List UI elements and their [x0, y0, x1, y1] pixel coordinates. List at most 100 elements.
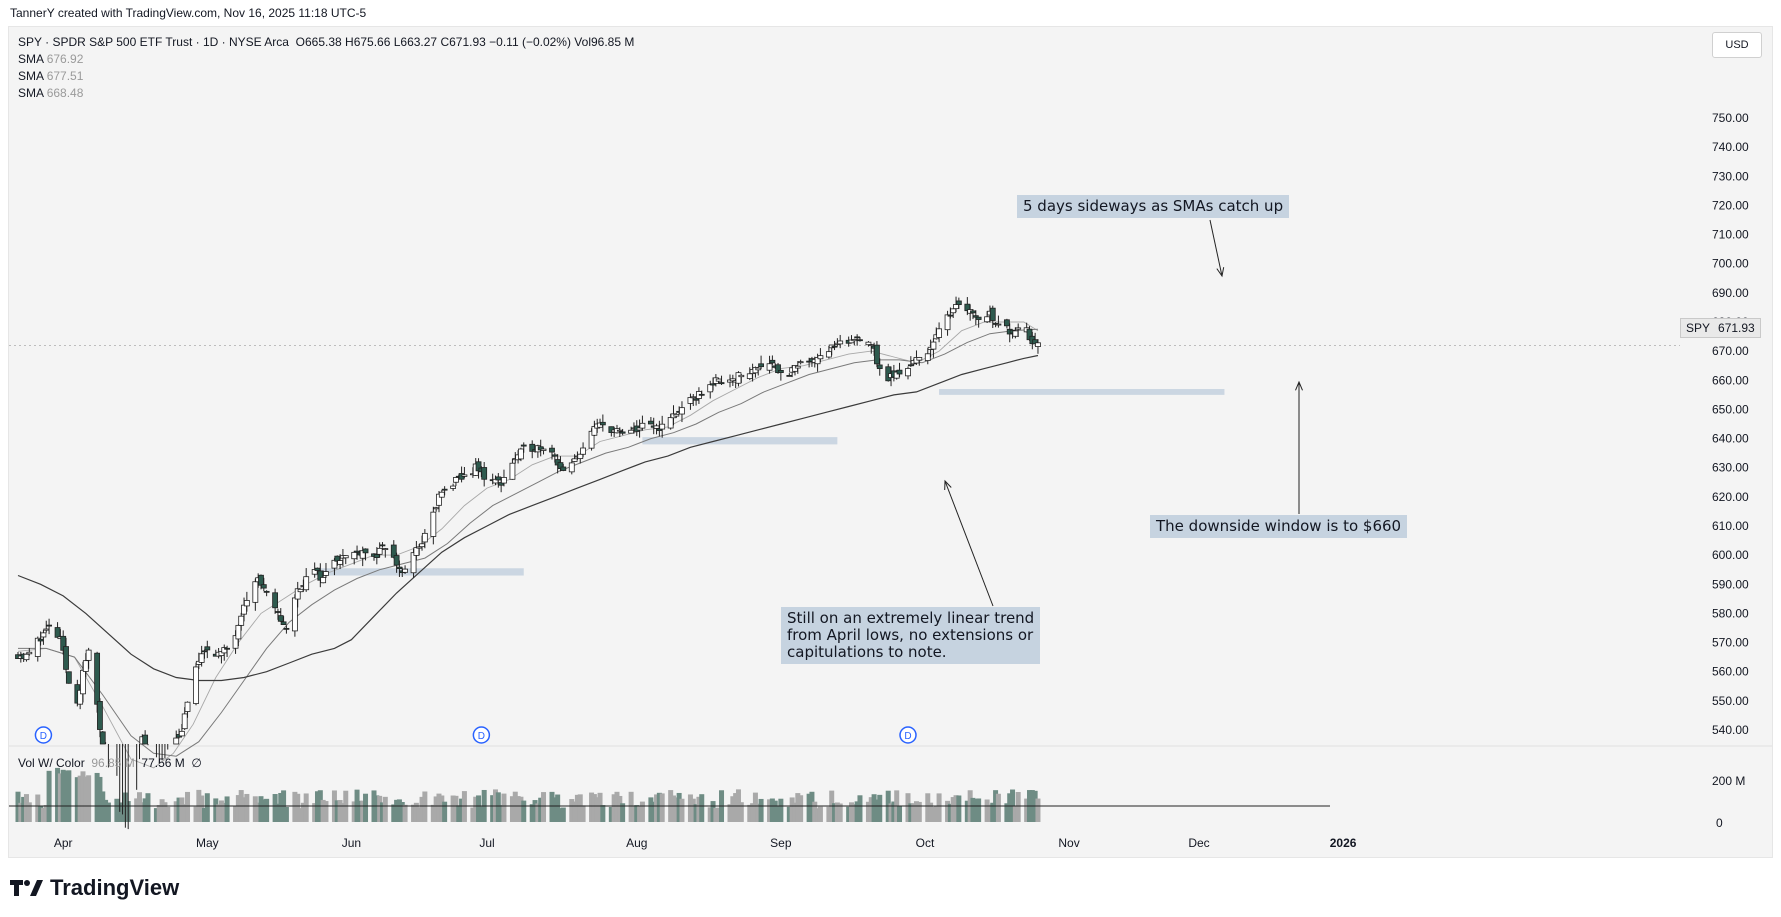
volume-bar: [413, 802, 419, 822]
volume-bar: [213, 798, 219, 822]
volume-bar: [699, 794, 705, 822]
support-zones: [314, 389, 1225, 576]
volume-bar: [767, 799, 773, 822]
candle-body: [354, 550, 360, 553]
volume-bar: [233, 806, 239, 822]
price-tick-label: 640.00: [1712, 432, 1749, 446]
candle-body: [23, 653, 30, 661]
volume-bar: [535, 803, 541, 822]
arrow-sideways: [1209, 219, 1223, 277]
sma-value: 676.92: [46, 52, 84, 66]
volume-bar: [63, 770, 69, 822]
volume-bar: [529, 804, 535, 822]
volume-bar: [549, 791, 555, 822]
volume-bar: [292, 791, 298, 822]
candle-body: [907, 364, 914, 367]
candle-body: [639, 422, 646, 429]
volume-bar: [911, 803, 917, 822]
volume-bar: [244, 793, 250, 822]
sma-legend-1[interactable]: SMA 676.92: [18, 51, 634, 68]
volume-bar: [973, 798, 979, 822]
volume-bar: [679, 798, 685, 822]
volume-bar: [394, 799, 400, 822]
price-tag-value: 671.93: [1718, 321, 1755, 335]
volume-bar: [611, 794, 617, 822]
time-tick-label: 2026: [1330, 836, 1357, 850]
grid-layer: [9, 345, 1772, 747]
candle-body: [54, 627, 61, 638]
candle-body: [509, 462, 516, 480]
tradingview-logo[interactable]: TradingView: [10, 875, 179, 901]
volume-bar: [752, 792, 758, 822]
volume-bar: [956, 795, 962, 822]
price-tick-label: 660.00: [1712, 373, 1749, 387]
candle-body: [777, 369, 784, 374]
currency-button[interactable]: USD: [1712, 32, 1762, 58]
chart-credit: TannerY created with TradingView.com, No…: [10, 6, 367, 20]
volume-legend[interactable]: Vol W/ Color 96.85 M 77.56 M ∅: [18, 756, 202, 770]
brand-name: TradingView: [50, 875, 180, 900]
candle-body: [924, 353, 931, 361]
candle-body: [975, 316, 982, 320]
price-tick-label: 580.00: [1712, 606, 1749, 620]
price-tick-label: 720.00: [1712, 198, 1749, 212]
volume-bar: [905, 793, 911, 822]
candle-body: [520, 444, 527, 447]
candle-body: [283, 627, 290, 630]
sma-legend-3[interactable]: SMA 668.48: [18, 85, 634, 102]
volume-bar: [165, 806, 171, 822]
volume-bar: [656, 792, 662, 822]
candle-body: [238, 615, 245, 626]
candle-body: [851, 339, 858, 342]
candle-body: [766, 363, 773, 371]
volume-bar: [696, 796, 702, 822]
time-tick-label: May: [196, 836, 219, 850]
sma-label: SMA: [18, 69, 44, 83]
volume-bar: [66, 770, 72, 822]
candle-body: [568, 462, 575, 473]
candle-body: [184, 701, 191, 712]
candle-body: [947, 314, 954, 317]
candle-body: [825, 351, 832, 358]
volume-bar: [687, 794, 693, 822]
candle-body: [297, 588, 304, 593]
volume-bar: [631, 805, 637, 822]
volume-bar: [283, 807, 289, 822]
candle-body: [82, 660, 89, 672]
arrow-downside-head: [1295, 380, 1303, 391]
volume-bar: [871, 794, 877, 822]
volume-bar: [795, 793, 801, 822]
annotation-downside[interactable]: The downside window is to $660: [1150, 515, 1408, 538]
annotation-trend[interactable]: Still on an extremely linear trend from …: [781, 607, 1041, 664]
volume-bar: [750, 803, 756, 822]
candle-body: [376, 547, 383, 555]
candle-body: [837, 340, 844, 345]
sma-label: SMA: [18, 86, 44, 100]
candle-body: [735, 372, 742, 384]
price-tick-label: 710.00: [1712, 228, 1749, 242]
volume-bar: [77, 775, 83, 822]
annotation-sideways[interactable]: 5 days sideways as SMAs catch up: [1017, 195, 1290, 218]
volume-bar: [716, 807, 722, 822]
candle-body: [379, 544, 386, 547]
volume-bar: [374, 795, 380, 822]
volume-bar: [572, 801, 578, 822]
chart-panel[interactable]: [8, 26, 1773, 858]
volume-bar: [589, 792, 595, 822]
candle-body: [577, 453, 584, 459]
candle-body: [1012, 330, 1019, 337]
volume-bar: [569, 799, 575, 822]
dividend-marker: [472, 726, 491, 744]
sma-legend-2[interactable]: SMA 677.51: [18, 68, 634, 85]
volume-bar: [55, 767, 61, 822]
volume-bar: [730, 796, 736, 822]
price-tick-label: 590.00: [1712, 577, 1749, 591]
volume-bar: [179, 797, 185, 822]
volume-bar: [594, 797, 600, 822]
arrow-sideways-head: [1216, 267, 1225, 278]
volume-bar: [235, 795, 241, 822]
candle-body: [291, 597, 298, 632]
annotation-arrows: [944, 219, 1303, 607]
